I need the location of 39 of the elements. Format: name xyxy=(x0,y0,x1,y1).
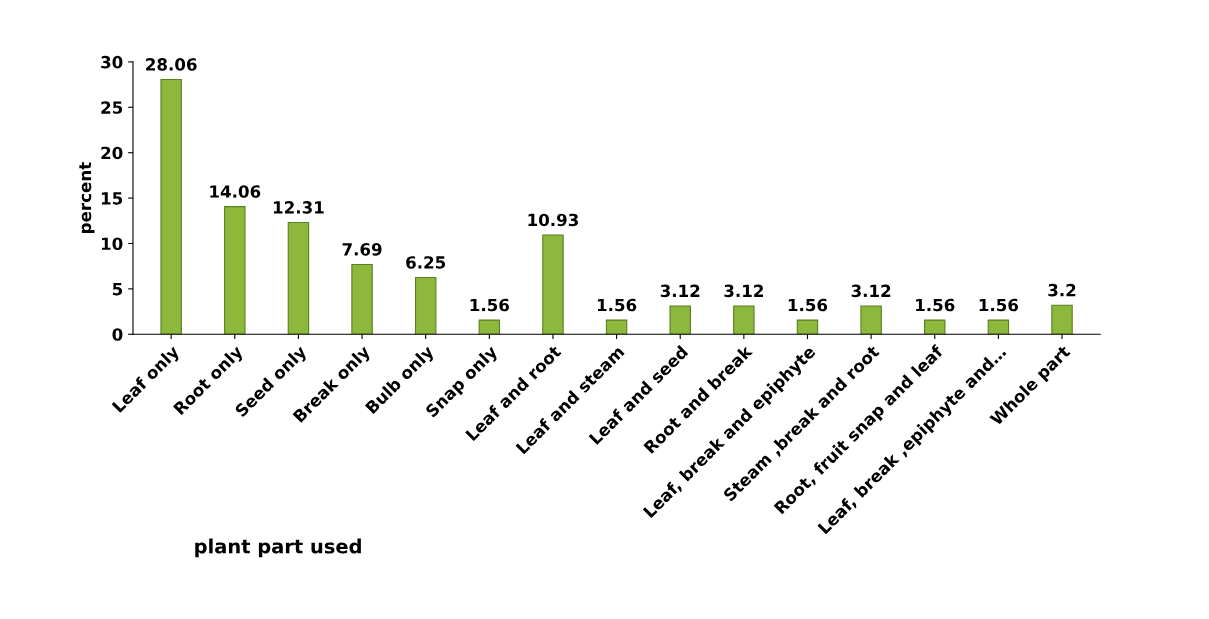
bar xyxy=(987,319,1010,335)
data-label: 10.93 xyxy=(528,213,578,227)
data-label: 3.12 xyxy=(660,284,700,298)
bar xyxy=(287,221,310,335)
y-tick-label: 20 xyxy=(101,146,123,160)
data-label: 3.2 xyxy=(1048,283,1076,297)
y-tick-label: 10 xyxy=(101,237,123,251)
bar xyxy=(733,305,755,335)
bar xyxy=(924,319,946,335)
x-axis-title: plant part used xyxy=(195,538,361,558)
data-label: 3.12 xyxy=(851,284,891,298)
data-label: 1.56 xyxy=(979,298,1019,312)
data-label: 3.12 xyxy=(724,284,763,298)
data-label: 6.25 xyxy=(406,256,446,269)
bar xyxy=(478,319,501,335)
data-label: 1.56 xyxy=(788,298,828,312)
data-label: 28.06 xyxy=(146,58,197,71)
data-label: 7.69 xyxy=(342,243,382,256)
y-tick-label: 0 xyxy=(112,328,123,341)
data-label: 14.06 xyxy=(210,185,261,198)
data-label: 12.31 xyxy=(273,201,324,214)
bar xyxy=(1051,304,1073,335)
bar xyxy=(224,206,246,335)
y-tick-label: 25 xyxy=(101,101,123,114)
y-tick-label: 5 xyxy=(112,283,123,296)
y-axis-title: percent xyxy=(79,162,95,233)
bar xyxy=(605,319,628,335)
bar xyxy=(542,234,564,335)
bar xyxy=(860,305,882,335)
data-label: 1.56 xyxy=(597,298,637,312)
data-label: 1.56 xyxy=(916,298,955,312)
bar xyxy=(796,319,819,335)
bar xyxy=(669,305,691,335)
y-tick-label: 15 xyxy=(101,192,123,205)
bar xyxy=(351,263,373,335)
bar xyxy=(414,276,437,335)
bar xyxy=(160,78,182,335)
data-label: 1.56 xyxy=(470,298,509,312)
y-tick-label: 30 xyxy=(101,55,123,69)
